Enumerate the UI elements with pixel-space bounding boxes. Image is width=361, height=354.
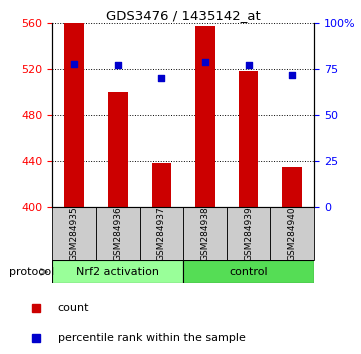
Text: GSM284935: GSM284935 [70,206,79,261]
Text: GSM284939: GSM284939 [244,206,253,261]
Bar [108,92,127,207]
Text: protocol: protocol [9,267,54,277]
Text: count: count [58,303,89,313]
Text: GSM284937: GSM284937 [157,206,166,261]
Bar [282,167,302,207]
Point [158,75,164,81]
FancyBboxPatch shape [52,260,183,283]
Text: GSM284940: GSM284940 [288,206,297,261]
Point [115,63,121,68]
Text: control: control [229,267,268,277]
FancyBboxPatch shape [270,207,314,260]
Bar [195,27,215,207]
Bar [152,164,171,207]
FancyBboxPatch shape [52,260,314,283]
FancyBboxPatch shape [52,207,96,260]
Text: Nrf2 activation: Nrf2 activation [76,267,159,277]
FancyBboxPatch shape [183,260,314,283]
Title: GDS3476 / 1435142_at: GDS3476 / 1435142_at [106,9,261,22]
Text: GSM284936: GSM284936 [113,206,122,261]
Point [202,59,208,64]
FancyBboxPatch shape [183,207,227,260]
Text: percentile rank within the sample: percentile rank within the sample [58,333,245,343]
FancyBboxPatch shape [227,207,270,260]
Bar [64,23,84,207]
Bar [239,72,258,207]
Point [290,72,295,78]
Point [246,63,252,68]
Text: GSM284938: GSM284938 [200,206,209,261]
FancyBboxPatch shape [140,207,183,260]
FancyBboxPatch shape [96,207,140,260]
Point [71,61,77,66]
